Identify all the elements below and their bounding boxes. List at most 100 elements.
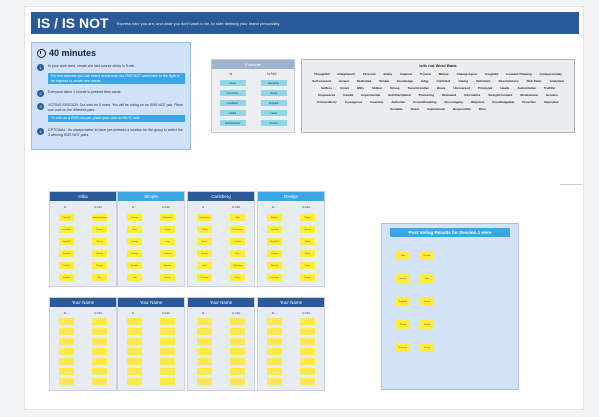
sticky-note-is[interactable]: Intuitive <box>127 250 142 257</box>
sticky-note-is[interactable] <box>127 318 142 325</box>
sticky-note-isnot[interactable]: Exhaustive <box>160 214 175 221</box>
sticky-note-is[interactable] <box>59 338 74 345</box>
example-sticky-is[interactable]: Confident <box>219 100 246 106</box>
word-bank-item[interactable]: Enlightened <box>337 72 355 76</box>
sticky-note-is[interactable]: Sensitive <box>59 274 74 281</box>
sticky-note-is[interactable]: Premium <box>197 274 212 281</box>
sticky-note-is[interactable] <box>267 328 282 335</box>
sticky-note-isnot[interactable] <box>92 358 107 365</box>
sticky-note-isnot[interactable]: Isolated <box>92 250 107 257</box>
sticky-note-is[interactable] <box>197 368 212 375</box>
participant-card[interactable]: Your Name Is Is Not <box>257 297 325 391</box>
sticky-note-is[interactable] <box>197 378 212 385</box>
word-bank-item[interactable]: Forward-Thinking <box>506 72 532 76</box>
sticky-note-is[interactable] <box>127 358 142 365</box>
sticky-note-isnot[interactable]: Boring <box>160 274 175 281</box>
sticky-note-is[interactable] <box>127 368 142 375</box>
sticky-note-is[interactable] <box>59 368 74 375</box>
word-bank-item[interactable]: Motivated <box>442 93 457 97</box>
word-bank-item[interactable]: Heads <box>500 86 510 90</box>
sticky-note-is[interactable]: Thoughtful <box>267 238 282 245</box>
example-sticky-is[interactable]: Luxurious <box>219 90 246 96</box>
word-bank-item[interactable]: Thoughtful <box>314 72 330 76</box>
word-bank-item[interactable]: Revolutionary <box>498 79 519 83</box>
sticky-note-is[interactable] <box>267 348 282 355</box>
sticky-note-isnot[interactable] <box>160 348 175 355</box>
word-bank-item[interactable]: Inventive <box>370 100 384 104</box>
result-sticky-isnot[interactable]: Cheap <box>420 343 434 352</box>
sticky-note-isnot[interactable]: Dated <box>300 250 315 257</box>
sticky-note-is[interactable]: Cool <box>127 274 142 281</box>
word-bank-item[interactable]: Inspirational <box>427 107 445 111</box>
sticky-note-isnot[interactable]: Fake <box>230 250 245 257</box>
example-sticky-is[interactable]: Smart <box>219 80 246 86</box>
sticky-note-is[interactable]: Concise <box>127 214 142 221</box>
sticky-note-is[interactable] <box>267 378 282 385</box>
sticky-note-is[interactable]: Bold <box>197 262 212 269</box>
word-bank-item[interactable]: Objective <box>470 100 485 104</box>
sticky-note-isnot[interactable]: Jargon <box>160 226 175 233</box>
word-bank-item[interactable]: Self-Assured <box>312 79 331 83</box>
word-bank-item[interactable]: Candid <box>343 93 354 97</box>
sticky-note-is[interactable]: Consistent <box>267 274 282 281</box>
result-sticky-isnot[interactable]: Fake <box>420 274 434 283</box>
sticky-note-is[interactable] <box>127 348 142 355</box>
sticky-note-isnot[interactable] <box>160 358 175 365</box>
sticky-note-isnot[interactable] <box>300 338 315 345</box>
voting-results-panel[interactable]: Post Voting Results for Session 1 Here B… <box>381 223 519 390</box>
word-bank-item[interactable]: Encouraging <box>444 100 463 104</box>
sticky-note-isnot[interactable] <box>160 368 175 375</box>
sticky-note-isnot[interactable] <box>230 358 245 365</box>
result-sticky-isnot[interactable]: Boring <box>420 297 434 306</box>
sticky-note-is[interactable]: Bravado <box>59 250 74 257</box>
sticky-note-is[interactable]: Practical <box>59 262 74 269</box>
sticky-note-isnot[interactable]: Sloppy <box>300 214 315 221</box>
word-bank-item[interactable]: Simple <box>379 79 390 83</box>
word-bank-item[interactable]: Principled <box>477 86 493 90</box>
instructions-panel[interactable]: 40 minutes 1 In your work area, create a/… <box>31 42 191 150</box>
result-sticky-is[interactable]: Bold <box>396 251 410 260</box>
sticky-note-isnot[interactable] <box>300 328 315 335</box>
sticky-note-isnot[interactable] <box>300 378 315 385</box>
sticky-note-is[interactable]: Modern <box>267 250 282 257</box>
word-bank-item[interactable]: Brave <box>436 86 446 90</box>
sticky-note-isnot[interactable]: Crude <box>300 262 315 269</box>
example-card[interactable]: Example Is Is Not Smart Disruptive Luxurio… <box>211 59 295 133</box>
word-bank-item[interactable]: Compassionate <box>539 72 562 76</box>
word-bank-item[interactable]: Mature <box>438 72 449 76</box>
word-bank-item[interactable]: Dedicated <box>356 79 372 83</box>
word-bank-item[interactable]: Insightful <box>484 72 499 76</box>
sticky-note-isnot[interactable] <box>92 338 107 345</box>
sticky-note-isnot[interactable] <box>300 368 315 375</box>
sticky-note-isnot[interactable] <box>230 378 245 385</box>
sticky-note-isnot[interactable]: Hasty <box>300 238 315 245</box>
word-bank-item[interactable]: Experimental <box>361 93 381 97</box>
word-bank-item[interactable]: Witty <box>356 86 365 90</box>
word-bank-item[interactable]: Trusted <box>419 72 431 76</box>
result-sticky-is[interactable]: Insightful <box>396 297 410 306</box>
sticky-note-isnot[interactable]: Boring <box>92 238 107 245</box>
sticky-note-isnot[interactable] <box>300 358 315 365</box>
sticky-note-is[interactable] <box>197 348 212 355</box>
sticky-note-isnot[interactable] <box>160 328 175 335</box>
sticky-note-isnot[interactable]: Sedentary <box>230 262 245 269</box>
sticky-note-is[interactable] <box>197 328 212 335</box>
sticky-note-is[interactable] <box>59 318 74 325</box>
word-bank-item[interactable]: Knowledgeable <box>492 100 515 104</box>
sticky-note-is[interactable]: Clear <box>127 226 142 233</box>
sticky-note-is[interactable]: Personal <box>59 214 74 221</box>
word-bank-item[interactable]: Risk Taker <box>526 79 542 83</box>
sticky-note-is[interactable] <box>59 348 74 355</box>
sticky-note-isnot[interactable]: Pretentious <box>230 226 245 233</box>
sticky-note-isnot[interactable] <box>230 368 245 375</box>
word-bank-item[interactable]: Pioneering <box>418 93 435 97</box>
word-bank-item[interactable]: Sensible <box>390 107 403 111</box>
result-sticky-isnot[interactable]: Biased <box>420 320 434 329</box>
sticky-note-isnot[interactable]: Stale <box>230 214 245 221</box>
sticky-note-isnot[interactable] <box>230 318 245 325</box>
word-bank-item[interactable]: Courageous <box>344 100 363 104</box>
word-bank-item[interactable]: Bratty <box>383 72 393 76</box>
sticky-note-is[interactable] <box>267 318 282 325</box>
word-bank-item[interactable]: Empowered <box>318 93 336 97</box>
sticky-note-is[interactable] <box>127 378 142 385</box>
